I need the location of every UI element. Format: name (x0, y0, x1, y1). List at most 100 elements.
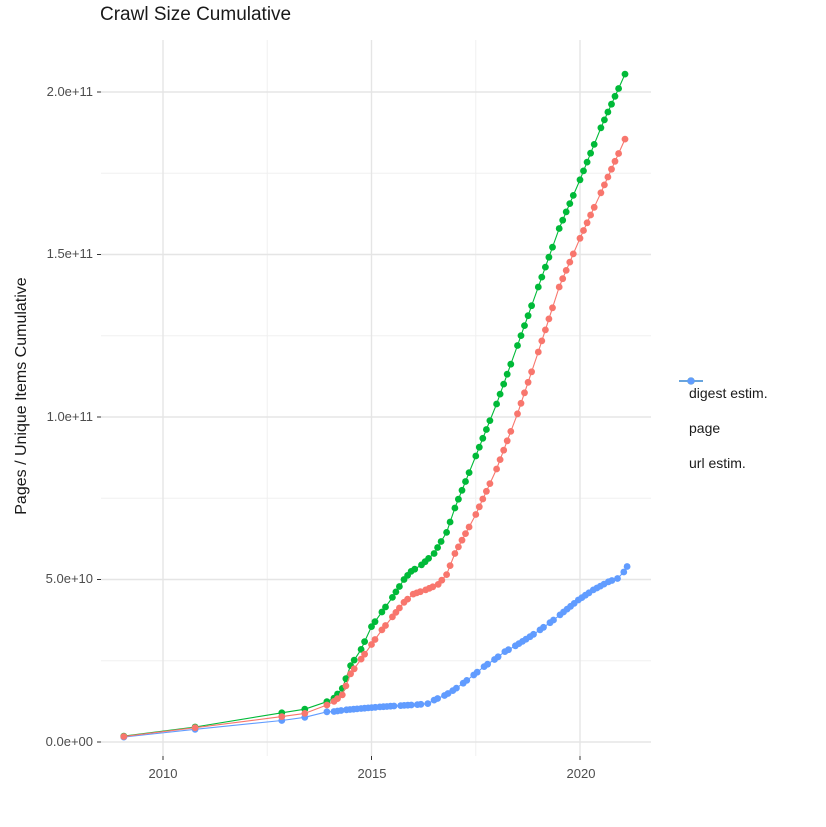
legend-label: url estim. (689, 454, 746, 471)
data-point-page (583, 158, 591, 166)
data-point-digest-estim- (538, 337, 546, 345)
data-point-digest-estim- (514, 410, 521, 418)
data-point-url-estim- (505, 646, 512, 654)
data-point-digest-estim- (576, 234, 584, 242)
data-point-url-estim- (407, 701, 415, 709)
data-point-digest-estim- (371, 636, 379, 643)
data-point-page (451, 504, 459, 512)
data-point-url-estim- (614, 575, 621, 582)
data-point-digest-estim- (301, 710, 309, 717)
data-point-digest-estim- (191, 724, 199, 732)
data-point-page (382, 603, 389, 611)
data-point-page (368, 623, 375, 630)
y-tick-label: 1.0e+11 (46, 409, 93, 424)
data-point-digest-estim- (569, 250, 577, 258)
data-point-page (458, 486, 466, 494)
data-point-digest-estim- (621, 135, 629, 143)
data-point-url-estim- (484, 660, 491, 668)
data-point-digest-estim- (396, 604, 403, 612)
data-point-digest-estim- (323, 701, 331, 709)
data-point-url-estim- (494, 653, 502, 661)
data-point-url-estim- (530, 630, 537, 638)
data-point-digest-estim- (615, 150, 622, 157)
data-point-digest-estim- (368, 641, 375, 648)
data-point-page (576, 176, 584, 184)
data-point-page (486, 417, 494, 424)
data-point-page (446, 518, 454, 526)
data-point-page (434, 544, 441, 551)
data-point-page (443, 529, 450, 536)
x-tick-label: 2015 (357, 766, 387, 781)
data-point-digest-estim- (559, 275, 567, 283)
data-point-digest-estim- (528, 368, 535, 376)
data-point-digest-estim- (438, 576, 446, 584)
y-tick-label: 0.0e+00 (45, 734, 93, 749)
data-point-page (587, 149, 594, 157)
data-point-url-estim- (323, 708, 331, 716)
data-point-page (569, 192, 577, 199)
data-point-url-estim- (473, 668, 481, 676)
data-point-page (538, 273, 546, 281)
y-tick-label: 2.0e+11 (46, 84, 93, 99)
data-point-page (465, 469, 473, 476)
data-point-page (545, 253, 553, 261)
data-point-page (549, 243, 556, 251)
data-point-page (411, 565, 419, 573)
data-point-digest-estim- (462, 530, 469, 537)
data-point-page (524, 312, 532, 320)
data-point-digest-estim- (507, 428, 515, 435)
data-point-digest-estim- (334, 695, 341, 702)
data-point-digest-estim- (357, 655, 365, 663)
data-point-digest-estim- (583, 219, 591, 227)
data-point-page (503, 370, 511, 378)
data-point-digest-estim- (500, 446, 508, 454)
data-point-page (378, 608, 386, 616)
data-point-digest-estim- (338, 691, 346, 699)
data-point-page (425, 555, 432, 562)
data-point-page (559, 216, 567, 224)
data-point-page (615, 85, 622, 92)
data-point-page (580, 167, 587, 175)
data-point-digest-estim- (545, 315, 553, 323)
data-point-digest-estim- (472, 511, 480, 518)
data-point-page (555, 225, 563, 232)
y-tick-label: 1.5e+11 (46, 246, 93, 261)
data-point-digest-estim- (534, 348, 542, 356)
data-point-page (392, 588, 400, 596)
data-point-url-estim- (390, 702, 398, 710)
data-point-page (483, 426, 490, 433)
data-point-page (475, 443, 483, 451)
data-point-digest-estim- (455, 543, 462, 551)
data-point-digest-estim- (517, 399, 525, 407)
data-point-page (534, 283, 542, 291)
data-point-digest-estim- (458, 536, 466, 544)
data-point-page (611, 92, 619, 100)
data-point-page (621, 70, 629, 78)
data-point-digest-estim- (542, 326, 549, 334)
legend-label: page (689, 419, 721, 436)
data-point-digest-estim- (597, 189, 605, 197)
data-point-digest-estim- (555, 283, 563, 291)
data-point-digest-estim- (601, 181, 608, 189)
data-point-digest-estim- (278, 713, 286, 720)
series-line-url-estim- (123, 566, 628, 738)
data-point-digest-estim- (486, 480, 494, 487)
data-point-page (496, 390, 504, 398)
legend: digest estim. page url estim. (678, 375, 768, 480)
data-point-digest-estim- (416, 588, 424, 596)
data-point-page (521, 322, 528, 329)
data-point-page (517, 332, 525, 339)
data-point-digest-estim- (361, 650, 368, 658)
data-point-page (500, 380, 508, 388)
data-point-page (396, 583, 403, 590)
data-point-page (608, 100, 615, 108)
data-point-digest-estim- (580, 227, 587, 234)
data-point-digest-estim- (604, 173, 612, 181)
x-tick-label: 2010 (148, 766, 178, 781)
data-point-digest-estim- (566, 258, 574, 266)
legend-item-url-estim: url estim. (678, 377, 768, 480)
data-point-digest-estim- (446, 562, 454, 569)
data-point-digest-estim- (382, 622, 389, 629)
